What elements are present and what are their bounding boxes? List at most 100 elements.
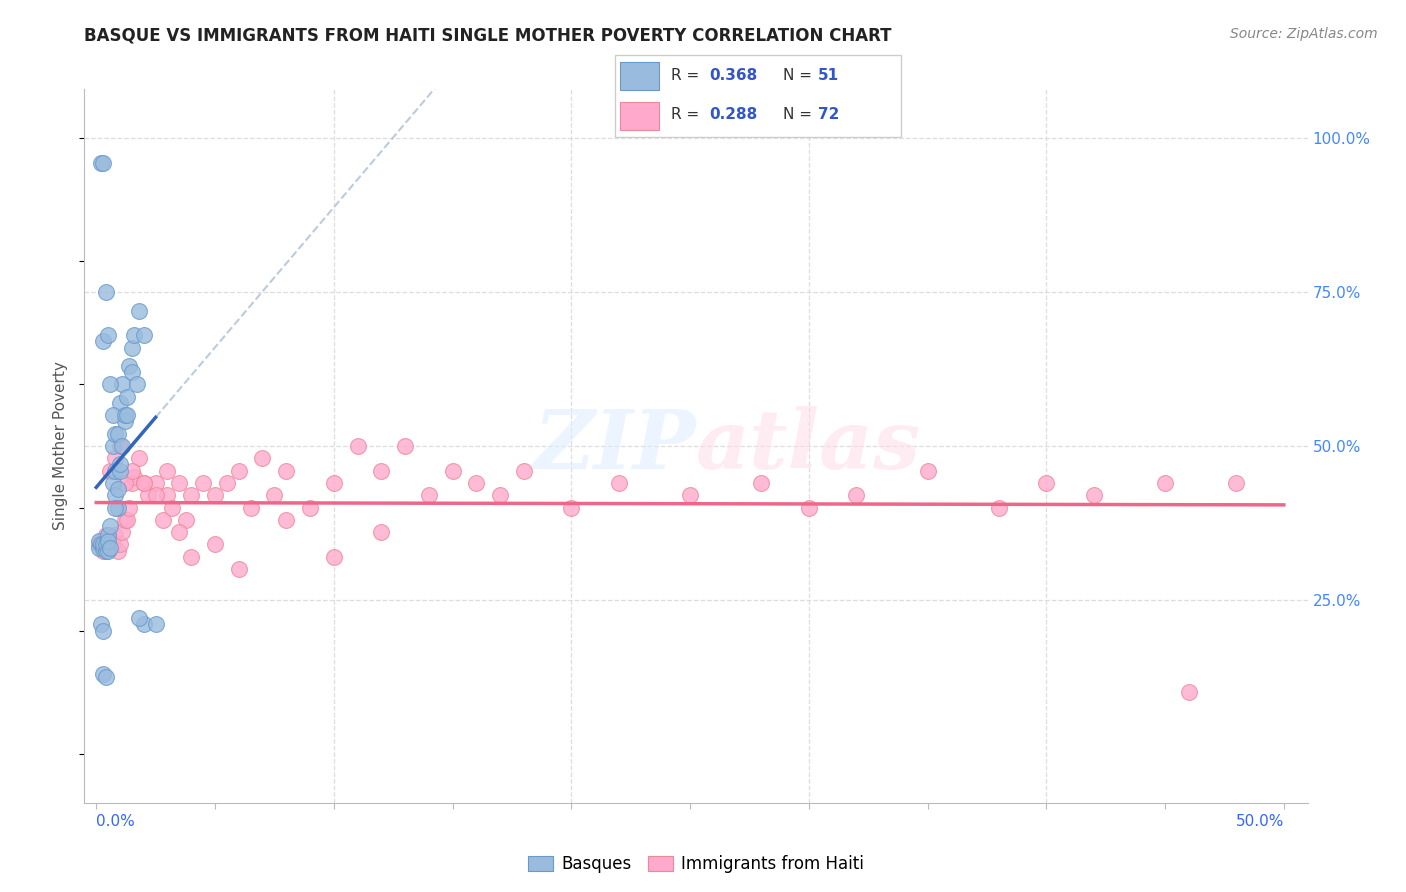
Point [90,534,112,549]
Point [87,537,110,551]
Point [122,469,145,483]
Point [94,285,117,300]
Point [101,409,124,423]
Point [180,549,202,564]
Point [93,334,115,349]
Point [162,500,184,515]
Point [97,534,120,549]
Point [93,156,115,170]
Point [239,500,262,515]
Point [93,537,115,551]
Point [87,541,110,555]
Point [94,670,117,684]
Point [101,537,124,551]
Text: 0.288: 0.288 [709,107,758,122]
Text: 0.368: 0.368 [709,68,758,83]
Point [145,617,167,632]
Point [118,500,141,515]
Text: atlas: atlas [696,406,921,486]
Point [108,439,131,453]
Point [152,513,174,527]
Point [87,534,110,549]
Point [100,519,122,533]
Point [121,365,143,379]
Point [228,562,250,576]
Point [191,475,214,490]
Point [104,464,127,478]
Text: Source: ZipAtlas.com: Source: ZipAtlas.com [1230,27,1378,41]
Point [749,475,772,490]
Point [100,464,122,478]
Text: 0.0%: 0.0% [96,814,135,829]
Text: 50.0%: 50.0% [1236,814,1284,829]
Point [156,488,179,502]
Point [121,464,143,478]
Point [1178,685,1201,699]
Point [465,475,488,490]
Point [128,611,150,625]
Point [132,617,155,632]
Text: R =: R = [671,68,704,83]
Point [97,328,120,343]
Point [94,528,117,542]
Point [1035,475,1057,490]
Point [441,464,464,478]
Point [93,666,115,681]
Point [93,541,115,555]
Point [132,475,155,490]
Point [204,537,226,551]
Point [128,303,150,318]
Text: N =: N = [783,107,817,122]
Point [107,482,129,496]
Point [138,488,160,502]
Point [111,525,134,540]
Text: 51: 51 [818,68,839,83]
Point [115,390,138,404]
Point [169,525,191,540]
Point [204,488,226,502]
Point [100,377,122,392]
Point [93,543,115,558]
Point [128,451,150,466]
Point [108,396,131,410]
Point [560,500,582,515]
Point [679,488,702,502]
Point [169,475,191,490]
Point [156,464,179,478]
Point [125,377,148,392]
Point [107,426,129,441]
FancyBboxPatch shape [614,55,901,136]
Point [90,537,112,551]
Point [122,328,145,343]
Point [322,549,344,564]
Point [145,488,167,502]
Text: ZIP: ZIP [533,406,696,486]
Point [394,439,416,453]
Point [114,513,136,527]
Point [917,464,939,478]
Point [111,377,134,392]
Point [489,488,512,502]
Point [132,328,155,343]
Point [215,475,238,490]
Point [180,488,202,502]
Point [1225,475,1247,490]
Point [104,488,127,502]
Point [104,500,127,515]
Point [418,488,440,502]
Point [90,617,112,632]
Text: R =: R = [671,107,704,122]
Text: 72: 72 [818,107,839,122]
Point [513,464,536,478]
Point [132,475,155,490]
Point [263,488,285,502]
Point [100,534,122,549]
Point [93,624,115,638]
Point [276,513,298,527]
Point [107,543,129,558]
Point [114,414,136,428]
Point [118,359,141,373]
Point [346,439,368,453]
Text: N =: N = [783,68,817,83]
Point [111,439,134,453]
